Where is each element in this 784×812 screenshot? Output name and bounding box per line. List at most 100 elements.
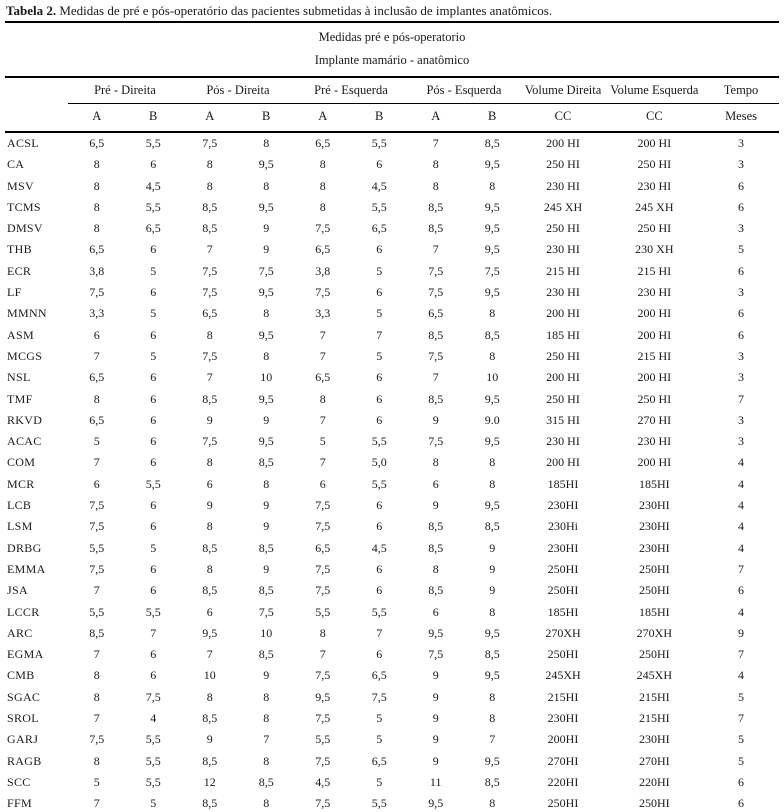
measure-cell: 9,5 — [484, 753, 500, 768]
measure-cell: 4 — [738, 604, 745, 619]
measure-cell: 3 — [738, 221, 745, 236]
table-row: SCC 5 5,5 12 8,5 4,5 5 11 8,5 220HI 220HI 6 — [5, 772, 779, 793]
measure-cell: 270XH — [636, 625, 672, 640]
measure-cell: 8 — [319, 157, 326, 172]
measure-cell: 8 — [432, 157, 439, 172]
patient-initials: ECR — [7, 263, 32, 278]
measure-cell: 6 — [376, 242, 383, 257]
measure-cell: 230HI — [639, 519, 670, 534]
measure-cell: 230HI — [639, 540, 670, 555]
measure-cell: 8,5 — [484, 774, 500, 789]
measure-cell: 8 — [93, 199, 100, 214]
measure-cell: 4 — [738, 476, 745, 491]
table-row: GARJ 7,5 5,5 9 7 5,5 5 9 7 200HI 230HI 5 — [5, 729, 779, 750]
table-caption: Tabela 2. Medidas de pré e pós-operatóri… — [5, 2, 779, 19]
table-row: CMB 8 6 10 9 7,5 6,5 9 9,5 245XH 245XH 4 — [5, 665, 779, 686]
measure-cell: 9,5 — [258, 157, 274, 172]
measure-cell: 230Hi — [548, 519, 579, 534]
measure-cell: 6 — [93, 327, 100, 342]
measure-cell: 9.0 — [484, 412, 500, 427]
measure-cell: 9,5 — [484, 391, 500, 406]
measure-cell: 9,5 — [258, 434, 274, 449]
measure-cell: 6 — [150, 583, 157, 598]
measure-cell: 8,5 — [428, 540, 444, 555]
measure-cell: 6 — [376, 561, 383, 576]
measure-cell: 9,5 — [484, 625, 500, 640]
measure-cell: 230HI — [547, 540, 579, 555]
measure-cell: 8,5 — [202, 391, 218, 406]
measure-cell: 5,5 — [89, 540, 105, 555]
measure-cell: 5,5 — [145, 476, 161, 491]
measure-cell: 6 — [432, 604, 439, 619]
table-row: FFM 7 5 8,5 8 7,5 5,5 9,5 8 250HI 250HI 6 — [5, 793, 779, 812]
subheader-a: A — [407, 103, 464, 133]
measure-cell: 5 — [738, 242, 745, 257]
measure-cell: 9 — [489, 561, 496, 576]
measure-cell: 245 XH — [543, 199, 583, 214]
table-row: ASM 6 6 8 9,5 7 7 8,5 8,5 185 HI 200 HI 6 — [5, 325, 779, 346]
measure-cell: 7 — [150, 625, 157, 640]
measure-cell: 6 — [150, 242, 157, 257]
measure-cell: 8,5 — [428, 391, 444, 406]
measure-cell: 5,5 — [371, 476, 387, 491]
measure-cell: 8 — [263, 711, 270, 726]
measure-cell: 8 — [206, 689, 213, 704]
measure-cell: 250HI — [639, 583, 670, 598]
subheader-a: A — [68, 103, 125, 133]
measure-cell: 6,5 — [371, 668, 387, 683]
measure-cell: 6 — [150, 412, 157, 427]
measure-cell: 5 — [738, 732, 745, 747]
measure-cell: 8 — [489, 348, 496, 363]
measure-cell: 8,5 — [484, 136, 500, 150]
measure-cell: 6 — [150, 455, 157, 470]
table-row: TCMS 8 5,5 8,5 9,5 8 5,5 8,5 9,5 245 XH 245 XH 6 — [5, 197, 779, 218]
measure-cell: 7,5 — [484, 263, 500, 278]
measure-cell: 8 — [489, 455, 496, 470]
patient-initials: EMMA — [7, 561, 46, 576]
measure-cell: 9,5 — [484, 285, 500, 300]
measure-cell: 8 — [93, 689, 100, 704]
measure-cell: 7 — [738, 391, 745, 406]
measure-cell: 7 — [376, 625, 383, 640]
patient-initials: EGMA — [7, 647, 44, 662]
measure-cell: 5,5 — [371, 136, 387, 150]
measure-cell: 8 — [432, 455, 439, 470]
measure-cell: 6 — [376, 498, 383, 513]
patient-initials: JSA — [7, 583, 28, 598]
measure-cell: 215HI — [547, 689, 579, 704]
measure-cell: 9 — [263, 519, 270, 534]
measure-cell: 9,5 — [258, 285, 274, 300]
measure-cell: 6 — [206, 604, 213, 619]
measure-cell: 8 — [489, 178, 496, 193]
header-pos-direita: Pós - Direita — [181, 77, 295, 104]
measure-cell: 4 — [738, 540, 745, 555]
measure-cell: 7,5 — [315, 498, 331, 513]
measure-cell: 5,5 — [89, 604, 105, 619]
measure-cell: 5 — [150, 540, 157, 555]
measure-cell: 7,5 — [202, 348, 218, 363]
measure-cell: 9,5 — [258, 199, 274, 214]
measure-cell: 8 — [319, 199, 326, 214]
measure-cell: 6 — [738, 199, 745, 214]
measure-cell: 10 — [486, 370, 499, 385]
measure-cell: 8 — [263, 178, 270, 193]
patient-initials: SCC — [7, 774, 31, 789]
measure-cell: 6 — [738, 327, 745, 342]
measure-cell: 5,5 — [145, 753, 161, 768]
measure-cell: 7 — [432, 370, 439, 385]
measure-cell: 5 — [738, 753, 745, 768]
measure-cell: 270 HI — [637, 412, 672, 427]
measure-cell: 5 — [376, 263, 383, 278]
measure-cell: 7 — [738, 711, 745, 726]
table-caption-text: Medidas de pré e pós-operatório das paci… — [56, 3, 553, 18]
table-row: MCR 6 5,5 6 8 6 5,5 6 8 185HI 185HI 4 — [5, 474, 779, 495]
measure-cell: 3 — [738, 370, 745, 385]
measure-cell: 7 — [93, 583, 100, 598]
measure-cell: 270HI — [639, 753, 670, 768]
measure-cell: 250HI — [547, 647, 579, 662]
table-row: MSV 8 4,5 8 8 8 4,5 8 8 230 HI 230 HI 6 — [5, 176, 779, 197]
measure-cell: 9,5 — [484, 221, 500, 236]
header-volume-esquerda: Volume Esquerda — [605, 77, 704, 104]
measure-cell: 7 — [319, 412, 326, 427]
measure-cell: 5,5 — [145, 774, 161, 789]
